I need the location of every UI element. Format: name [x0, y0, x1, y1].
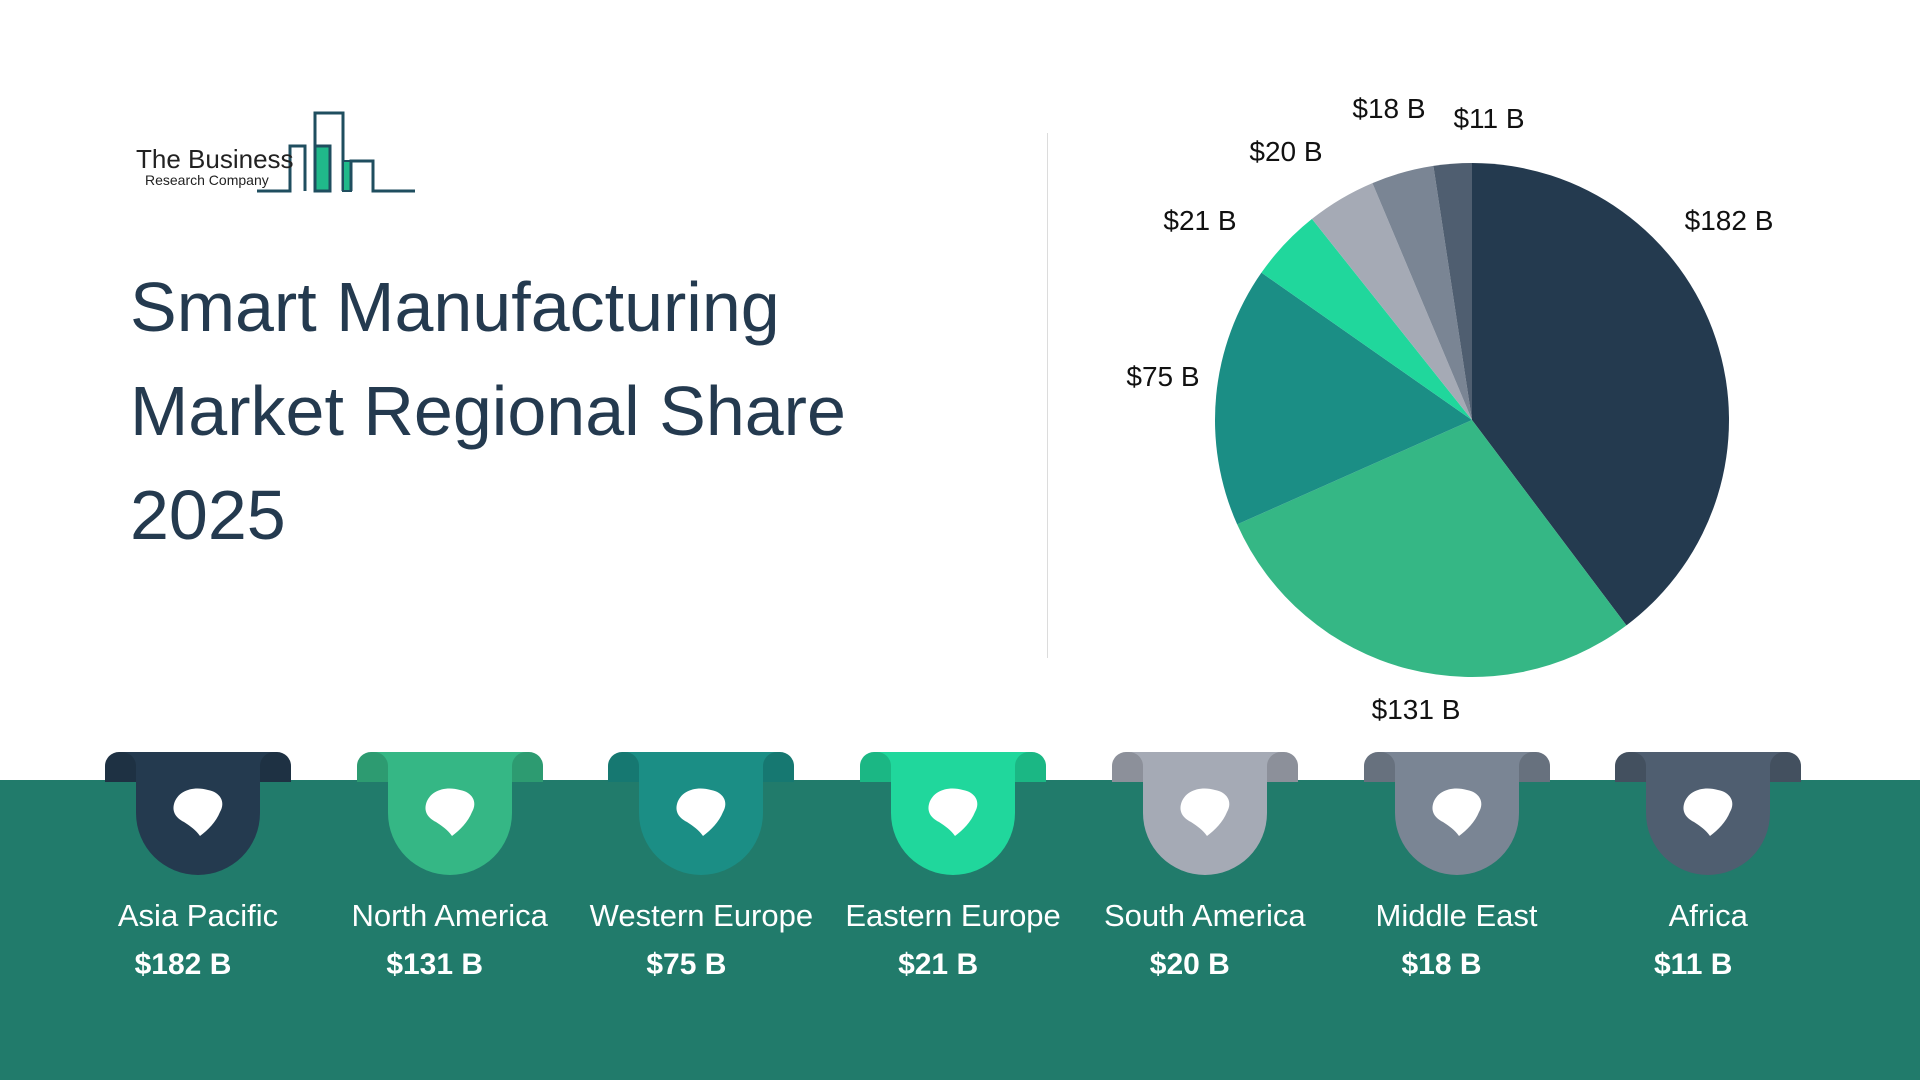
region-value: $75 B: [646, 948, 727, 981]
region-ribbon: [860, 752, 1047, 882]
region-name: Eastern Europe: [845, 898, 1061, 933]
pie-data-label: $75 B: [1126, 361, 1199, 392]
pie-slice-1: [1472, 163, 1729, 626]
region-ribbon: [1615, 752, 1802, 882]
page-title: Smart Manufacturing Market Regional Shar…: [130, 255, 930, 567]
pie-slice-5: [1311, 183, 1472, 420]
north-america-map-icon: [425, 788, 475, 836]
region-ribbon: [608, 752, 795, 882]
pie-chart: $182 B $131 B $75 B $21 B $20 B $18 B $11 B: [1126, 93, 1774, 725]
pie-slice-3: [1214, 272, 1472, 525]
region-value: $20 B: [1149, 948, 1230, 981]
pie-slice-7: [1433, 163, 1472, 420]
ribbon-fold: [1015, 752, 1047, 782]
middle-east-map-icon: [1431, 788, 1481, 836]
region-name: Africa: [1668, 898, 1748, 933]
ribbon-fold: [260, 752, 291, 782]
pie-data-label: $182 B: [1685, 205, 1774, 236]
region-ribbon: [1363, 752, 1550, 882]
logo-buildings-icon: [257, 111, 415, 193]
region-ribbon: [105, 752, 291, 882]
western-europe-map-icon: [676, 788, 726, 836]
pie-slice-4: [1261, 218, 1472, 420]
ribbon-fold: [511, 752, 543, 782]
ribbon-fold: [356, 752, 388, 782]
pie-slice-2: [1237, 420, 1627, 677]
region-value: $11 B: [1653, 948, 1733, 981]
region-name: Western Europe: [589, 898, 814, 933]
title-line-3: 2025: [130, 476, 286, 554]
asia-map-icon: [173, 788, 223, 836]
region-name: North America: [351, 898, 548, 933]
ribbon-fold: [1770, 752, 1802, 782]
ribbon-fold: [1266, 752, 1298, 782]
ribbon-fold: [1111, 752, 1143, 782]
region-name: Asia Pacific: [117, 898, 279, 933]
ribbon-fold: [105, 752, 136, 782]
pie-data-label: $21 B: [1163, 205, 1236, 236]
ribbon-fold: [608, 752, 640, 782]
pie-data-label: $20 B: [1249, 136, 1322, 167]
ribbon-fold: [1518, 752, 1550, 782]
eastern-europe-map-icon: [928, 788, 978, 836]
logo-text-main: The Business: [136, 144, 294, 174]
title-line-1: Smart Manufacturing: [130, 268, 780, 346]
region-value: $21 B: [898, 948, 979, 981]
pie-slice-6: [1372, 165, 1472, 420]
pie-data-label: $18 B: [1352, 93, 1425, 124]
south-america-map-icon: [1180, 788, 1230, 836]
region-value: $131 B: [386, 948, 484, 981]
region-value: $182 B: [134, 948, 232, 981]
region-value: $18 B: [1401, 948, 1482, 981]
ribbon-fold: [860, 752, 892, 782]
region-ribbon: [356, 752, 543, 882]
divider: [1047, 133, 1048, 658]
pie-data-label: $131 B: [1372, 694, 1461, 725]
logo-text-sub: Research Company: [145, 172, 269, 188]
africa-map-icon: [1683, 788, 1733, 836]
region-name: South America: [1103, 898, 1306, 933]
ribbon-fold: [1363, 752, 1395, 782]
logo: The Business Research Company: [130, 108, 420, 198]
pie-data-label: $11 B: [1453, 103, 1524, 134]
ribbon-fold: [1615, 752, 1647, 782]
title-line-2: Market Regional Share: [130, 372, 846, 450]
region-name: Middle East: [1375, 898, 1538, 933]
region-ribbon: [1111, 752, 1298, 882]
ribbon-fold: [763, 752, 795, 782]
